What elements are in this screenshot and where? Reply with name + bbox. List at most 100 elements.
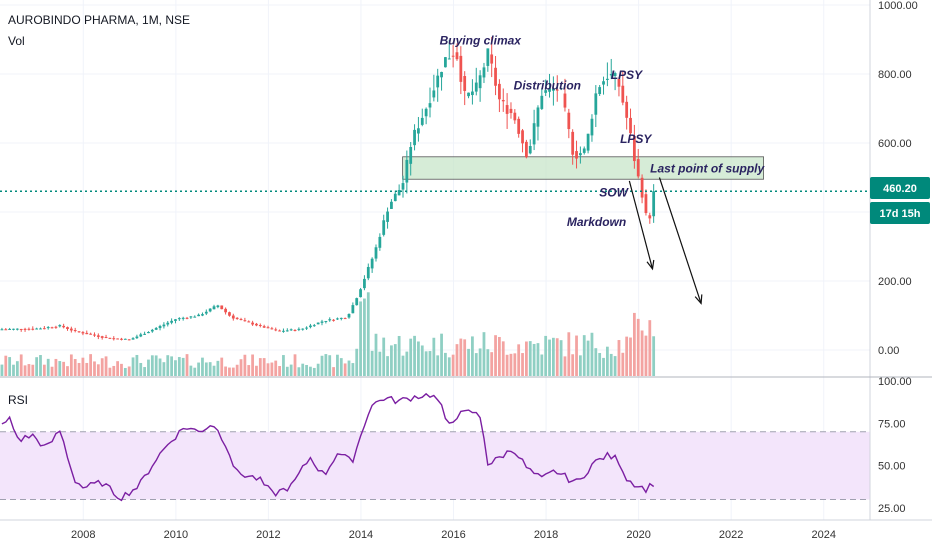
candle xyxy=(293,330,297,332)
volume-bar xyxy=(139,362,143,376)
candle xyxy=(39,328,42,330)
candle xyxy=(552,88,555,91)
candle xyxy=(366,266,370,279)
volume-bar xyxy=(471,336,474,376)
candle xyxy=(625,101,629,118)
volume-bar xyxy=(216,360,220,376)
volume-bar xyxy=(378,351,382,376)
candle xyxy=(598,87,602,95)
rsi-axis[interactable]: 25.00 50.00 75.00 100.00 xyxy=(878,376,912,515)
volume-bar xyxy=(559,340,563,376)
candle xyxy=(509,108,513,114)
candle xyxy=(66,327,69,330)
candle xyxy=(370,258,374,269)
volume-bar xyxy=(613,356,617,376)
volume-bar xyxy=(432,337,436,376)
candle xyxy=(544,90,548,93)
volume-bar xyxy=(632,312,636,376)
volume-bar xyxy=(301,363,305,376)
candle xyxy=(363,278,366,289)
candle xyxy=(609,74,613,76)
time-tick: 2014 xyxy=(349,529,373,541)
supply-zone[interactable] xyxy=(402,156,764,180)
volume-bar xyxy=(605,346,609,376)
candle xyxy=(382,220,386,235)
candle xyxy=(339,317,343,319)
volume-bar xyxy=(555,338,559,376)
arrow-1[interactable] xyxy=(628,180,654,270)
volume-bar xyxy=(150,355,154,376)
volume-bar xyxy=(46,358,50,376)
last-price-value: 460.20 xyxy=(883,183,917,195)
candle xyxy=(135,336,139,339)
volume-bar xyxy=(212,365,216,376)
volume-bar xyxy=(444,352,447,376)
volume-bar xyxy=(629,337,632,376)
candle xyxy=(359,289,362,298)
volume-bar xyxy=(440,333,443,376)
rsi-tick: 25.00 xyxy=(878,503,906,515)
arrow-2[interactable] xyxy=(658,177,702,304)
volume-bar xyxy=(374,333,378,376)
volume-bar xyxy=(451,354,455,376)
candle xyxy=(417,128,420,134)
volume-bar xyxy=(12,364,15,376)
candle xyxy=(100,336,104,338)
volume-bar xyxy=(135,354,139,376)
candle xyxy=(420,117,424,125)
candle xyxy=(393,193,397,202)
candle xyxy=(505,105,509,114)
time-tick: 2008 xyxy=(71,529,95,541)
annotation-arrows[interactable] xyxy=(628,177,703,305)
candle xyxy=(401,183,405,190)
candle xyxy=(285,330,289,332)
candle xyxy=(81,332,85,334)
volume-bar xyxy=(420,345,424,376)
annotation-last-point-of-supply[interactable]: Last point of supply xyxy=(650,161,765,175)
price-tick: 1000.00 xyxy=(878,0,918,12)
candle xyxy=(636,159,640,177)
annotations[interactable]: Buying climax Distribution LPSY LPSY Last po… xyxy=(440,34,766,229)
volume-bar xyxy=(455,344,459,376)
volume-bar xyxy=(494,335,497,376)
time-tick: 2016 xyxy=(441,529,465,541)
volume-bar xyxy=(235,364,239,376)
candle xyxy=(540,95,544,109)
volume-bar xyxy=(617,340,621,376)
volume-bar xyxy=(397,335,401,376)
candle xyxy=(447,58,451,60)
annotation-buying-climax[interactable]: Buying climax xyxy=(440,34,523,48)
time-axis[interactable]: 2008 2010 2012 2014 2016 2018 2020 2022 2024 xyxy=(71,529,836,541)
candle xyxy=(27,328,31,330)
candle xyxy=(351,305,355,314)
volume-bar xyxy=(382,337,386,376)
volume-bar xyxy=(77,362,81,376)
candle xyxy=(131,338,135,340)
volume-bar xyxy=(486,349,490,376)
annotation-markdown[interactable]: Markdown xyxy=(567,215,626,229)
annotation-distribution[interactable]: Distribution xyxy=(514,79,581,93)
candle xyxy=(89,333,93,335)
volume-bar xyxy=(100,358,104,376)
volume-bar xyxy=(312,367,316,376)
volume-bar xyxy=(143,367,147,376)
candle xyxy=(166,322,170,325)
rsi-tick: 50.00 xyxy=(878,461,906,473)
time-tick: 2022 xyxy=(719,529,743,541)
annotation-sow[interactable]: SOW xyxy=(599,185,629,199)
volume-bar xyxy=(66,366,69,376)
volume-bar xyxy=(636,318,640,376)
volume-bar xyxy=(42,364,46,376)
candle xyxy=(605,78,609,80)
volume-bar xyxy=(127,366,131,376)
candle xyxy=(471,91,474,96)
annotation-lpsy[interactable]: LPSY xyxy=(611,68,643,82)
candle xyxy=(266,327,270,329)
candle xyxy=(525,141,528,158)
volume-bar xyxy=(85,362,89,376)
annotation-lpsy[interactable]: LPSY xyxy=(620,132,652,146)
volume-bars xyxy=(0,292,656,376)
volume-bar xyxy=(285,366,289,376)
